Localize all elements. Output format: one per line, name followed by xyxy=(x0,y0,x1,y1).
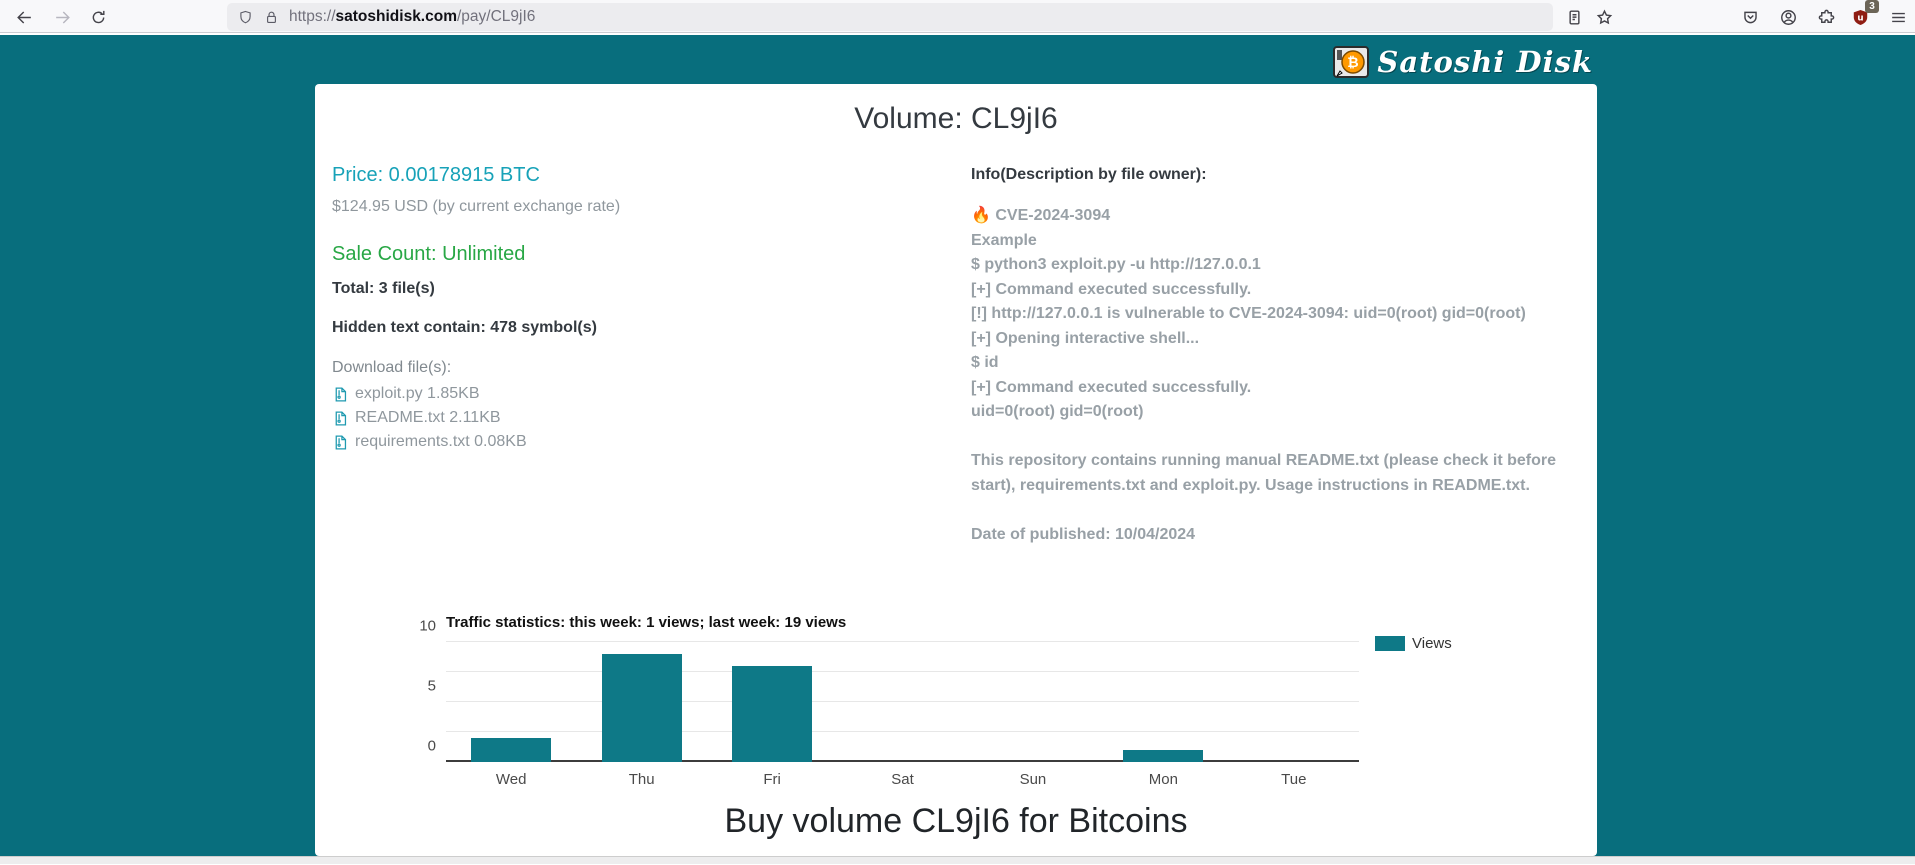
account-icon xyxy=(1780,9,1796,25)
description-line: [+] Opening interactive shell... xyxy=(971,329,1200,347)
page-top-edge xyxy=(0,33,1915,35)
bookmark-star-icon xyxy=(1596,9,1612,24)
forward-icon xyxy=(55,10,70,24)
chart-legend: Views xyxy=(1375,635,1452,652)
price-usd: $124.95 USD (by current exchange rate) xyxy=(332,198,621,215)
lock-icon[interactable] xyxy=(263,9,280,26)
ublock-button[interactable]: u 3 xyxy=(1846,0,1879,31)
url-scheme: https:// xyxy=(289,8,336,25)
info-title: Info(Description by file owner): xyxy=(971,166,1207,183)
tracking-shield-icon[interactable] xyxy=(237,9,254,26)
traffic-chart: Views 0 5 10 Wed Thu Fri Sat Sun Mon Tue xyxy=(419,618,1451,789)
file-link-label: README.txt 2.11KB xyxy=(355,409,501,426)
chart-gridline xyxy=(446,641,1359,642)
file-link-label: exploit.py 1.85KB xyxy=(355,385,480,402)
chart-baseline xyxy=(446,760,1359,762)
browser-toolbar: https://satoshidisk.com/pay/CL9jI6 u 3 xyxy=(0,0,1915,33)
description-line: [+] Command executed successfully. xyxy=(971,280,1252,298)
description-line: [!] http://127.0.0.1 is vulnerable to CV… xyxy=(971,305,1526,322)
extensions-button[interactable] xyxy=(1812,3,1840,31)
chart-gridline xyxy=(446,671,1359,672)
pocket-button[interactable] xyxy=(1736,3,1764,31)
description-line: This repository contains running manual … xyxy=(971,452,1556,494)
reload-icon xyxy=(92,10,105,23)
description-line: [+] Command executed successfully. xyxy=(971,378,1252,396)
chart-gridline xyxy=(446,701,1359,702)
buy-heading: Buy volume CL9jI6 for Bitcoins xyxy=(724,802,1188,840)
file-list: exploit.py 1.85KB README.txt 2.11KB requ… xyxy=(332,382,527,454)
reader-mode-icon xyxy=(1568,9,1580,25)
x-axis-tick: Wed xyxy=(495,771,527,788)
chart-title: Traffic statistics: this week: 1 views; … xyxy=(446,614,847,631)
volume-card: Volume: CL9jI6 Price: 0.00178915 BTC $12… xyxy=(315,84,1597,856)
description-line xyxy=(971,425,1563,450)
description-line xyxy=(971,498,1563,523)
chart-gridline xyxy=(446,731,1359,732)
page-title: Volume: CL9jI6 xyxy=(854,102,1058,135)
extension-badge: 3 xyxy=(1865,0,1879,13)
file-download-link[interactable]: README.txt 2.11KB xyxy=(332,406,527,430)
download-files-label: Download file(s): xyxy=(332,359,452,376)
url-domain: satoshidisk.com xyxy=(335,8,457,25)
reader-mode-button[interactable] xyxy=(1560,3,1588,31)
owner-description: 🔥 CVE-2024-3094 Example $ python3 exploit.… xyxy=(971,204,1563,547)
x-axis-tick: Sat xyxy=(891,771,914,788)
file-icon xyxy=(335,434,347,450)
url-text: https://satoshidisk.com/pay/CL9jI6 xyxy=(289,8,535,26)
x-axis-tick: Tue xyxy=(1281,771,1307,788)
ublock-shield-icon: u xyxy=(1853,9,1867,25)
account-button[interactable] xyxy=(1774,3,1802,31)
menu-button[interactable] xyxy=(1884,3,1912,31)
site-logo[interactable]: ₿ Satoshi Disk xyxy=(1333,45,1593,79)
file-icon xyxy=(335,410,347,426)
description-line: $ python3 exploit.py -u http://127.0.0.1 xyxy=(971,256,1261,273)
x-axis-tick: Fri xyxy=(763,771,781,788)
next-section-edge xyxy=(0,856,1915,864)
legend-swatch xyxy=(1375,636,1405,651)
sale-count: Sale Count: Unlimited xyxy=(332,243,526,265)
file-link-label: requirements.txt 0.08KB xyxy=(355,433,527,450)
x-axis-tick: Sun xyxy=(1019,771,1047,788)
legend-label: Views xyxy=(1412,635,1452,652)
url-bar[interactable]: https://satoshidisk.com/pay/CL9jI6 xyxy=(227,3,1553,31)
y-axis-tick: 5 xyxy=(427,677,436,695)
url-path: /pay/CL9jI6 xyxy=(457,8,536,25)
file-download-link[interactable]: requirements.txt 0.08KB xyxy=(332,430,527,454)
y-axis-tick: 0 xyxy=(427,737,436,755)
reload-button[interactable] xyxy=(84,3,112,31)
bar-thu xyxy=(601,654,682,762)
file-download-link[interactable]: exploit.py 1.85KB xyxy=(332,382,527,406)
y-axis-tick: 10 xyxy=(419,617,436,635)
x-axis-tick: Thu xyxy=(628,771,655,788)
bar-fri xyxy=(732,666,813,762)
total-files: Total: 3 file(s) xyxy=(332,280,435,297)
floppy-bitcoin-icon: ₿ xyxy=(1333,46,1370,78)
back-icon xyxy=(16,10,31,24)
bar-mon xyxy=(1123,750,1204,762)
extensions-icon xyxy=(1818,9,1834,23)
description-line: 🔥 CVE-2024-3094 xyxy=(971,207,1111,224)
description-line: Date of published: 10/04/2024 xyxy=(971,525,1196,543)
hidden-text-info: Hidden text contain: 478 symbol(s) xyxy=(332,319,597,336)
svg-text:₿: ₿ xyxy=(1348,55,1359,71)
bookmark-button[interactable] xyxy=(1590,3,1618,31)
file-icon xyxy=(335,386,347,402)
x-axis-tick: Mon xyxy=(1148,771,1178,788)
bar-wed xyxy=(471,738,552,762)
description-line: Example xyxy=(971,231,1037,249)
menu-icon xyxy=(1891,12,1905,22)
back-button[interactable] xyxy=(10,3,38,31)
brand-name: Satoshi Disk xyxy=(1377,45,1593,79)
svg-text:u: u xyxy=(1857,13,1863,23)
description-line: uid=0(root) gid=0(root) xyxy=(971,403,1144,420)
pocket-icon xyxy=(1743,11,1757,23)
satoshidisk-page: ₿ Satoshi Disk Volume: CL9jI6 Price: 0.0… xyxy=(0,35,1915,856)
forward-button[interactable] xyxy=(48,3,76,31)
price-btc: Price: 0.00178915 BTC xyxy=(332,164,540,186)
description-line: $ id xyxy=(971,354,999,371)
